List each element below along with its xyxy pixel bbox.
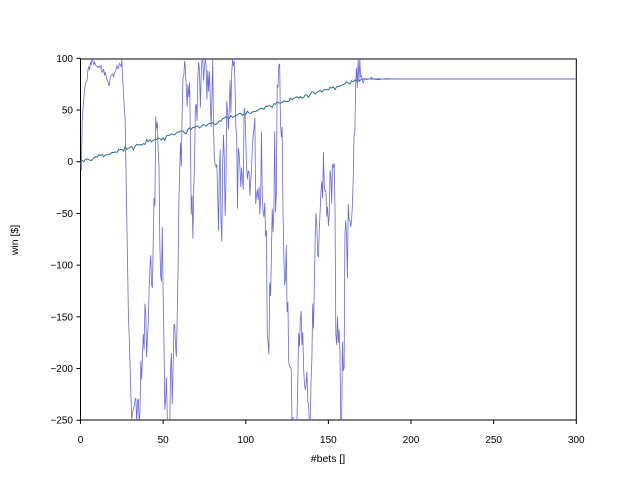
svg-text:#bets []: #bets [] — [311, 453, 346, 465]
svg-text:100: 100 — [237, 435, 254, 446]
svg-text:50: 50 — [62, 106, 74, 117]
svg-text:250: 250 — [485, 435, 502, 446]
svg-text:150: 150 — [320, 435, 337, 446]
svg-text:−200: −200 — [50, 364, 73, 375]
svg-text:0: 0 — [78, 435, 84, 446]
svg-text:300: 300 — [568, 435, 585, 446]
svg-text:−100: −100 — [50, 261, 73, 272]
svg-text:−250: −250 — [50, 416, 73, 427]
svg-text:0: 0 — [67, 157, 73, 168]
svg-text:−150: −150 — [50, 312, 73, 323]
svg-text:200: 200 — [403, 435, 420, 446]
svg-text:−50: −50 — [56, 209, 73, 220]
svg-text:50: 50 — [158, 435, 170, 446]
svg-text:win [$]: win [$] — [9, 225, 21, 256]
svg-text:100: 100 — [56, 54, 73, 65]
